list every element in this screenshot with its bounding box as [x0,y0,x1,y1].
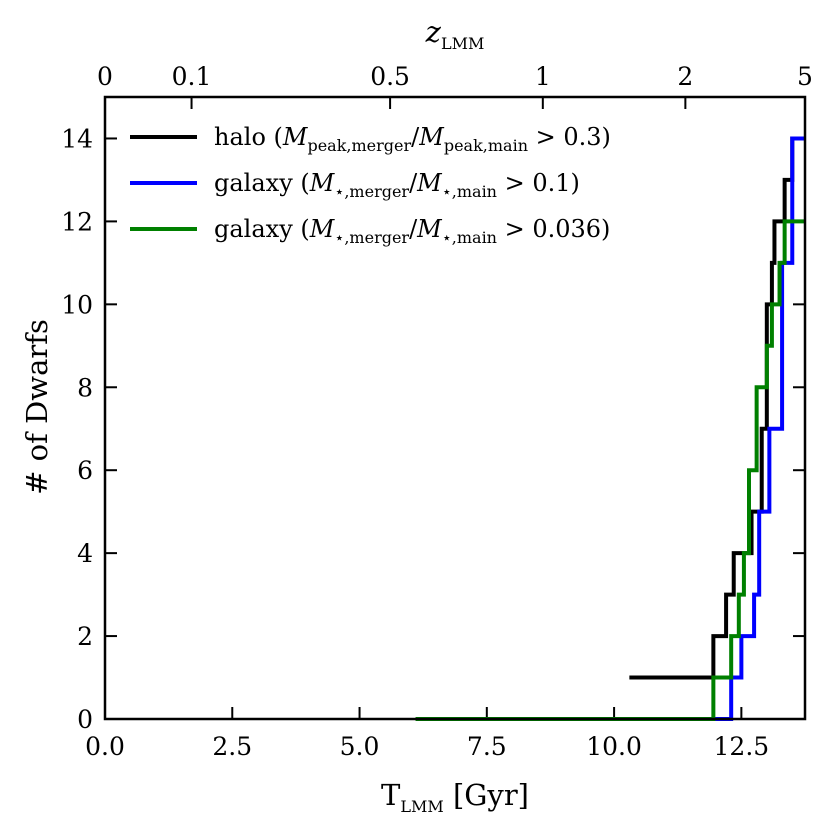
series-line-0 [629,136,805,680]
x-tick-label: 12.5 [714,732,770,761]
legend-sub1: peak,merger [307,136,411,155]
y-tick-label: 12 [61,207,93,236]
legend-m1: M [282,123,309,151]
legend-m2: M [416,169,443,197]
legend-sub2: peak,main [444,136,528,155]
top-tick-label: 0.5 [370,62,410,91]
legend-prefix-galaxy-0036: galaxy ( [214,215,310,243]
top-tick-label: 0.1 [172,62,212,91]
top-axis: 0 0.1 0.5 1 2 5 [97,62,813,109]
x-axis: 0.0 2.5 5.0 7.5 10.0 12.5 [85,707,769,761]
legend-label-halo: halo (Mpeak,merger/Mpeak,main > 0.3) [214,123,611,155]
top-tick-label: 5 [797,62,813,91]
legend-m2: M [418,123,445,151]
y-tick-label: 2 [77,622,93,651]
legend-slash: / [411,123,420,151]
y-tick-label: 6 [77,456,93,485]
y-tick-label: 10 [61,290,93,319]
x-tick-label: 10.0 [586,732,642,761]
top-axis-title: zLMM [425,15,485,53]
legend-sub1: ⋆,merger [334,182,409,201]
legend-slash: / [409,169,418,197]
x-tick-label: 7.5 [467,732,507,761]
series-layer [415,136,805,721]
x-axis-title-rest: [Gyr] [444,778,529,812]
y-tick-label: 14 [61,124,93,153]
series-line-2 [415,219,805,721]
y-tick-label: 8 [77,373,93,402]
top-tick-label: 1 [535,62,551,91]
top-tick-label: 2 [677,62,693,91]
x-tick-label: 2.5 [212,732,252,761]
top-axis-title-sub: LMM [441,34,484,53]
legend-prefix-halo: halo ( [214,123,283,151]
plot-frame [103,95,807,721]
legend-label-galaxy-0036: galaxy (M⋆,merger/M⋆,main > 0.036) [214,215,610,247]
legend-sub2: ⋆,main [442,182,497,201]
y-axis-title: # of Dwarfs [20,319,54,495]
legend-suffix-halo: > 0.3) [528,123,611,151]
y-tick-label: 0 [77,705,93,734]
x-tick-label: 5.0 [340,732,380,761]
legend-m2: M [416,215,443,243]
legend-slash: / [409,215,418,243]
legend-prefix-galaxy-01: galaxy ( [214,169,310,197]
top-tick-label: 0 [97,62,113,91]
y-tick-label: 4 [77,539,93,568]
legend-label-galaxy-01: galaxy (M⋆,merger/M⋆,main > 0.1) [214,169,580,201]
legend-sub2: ⋆,main [442,228,497,247]
legend-m1: M [309,169,336,197]
x-axis-title-main: T [381,778,401,812]
x-axis-title-sub: LMM [400,797,443,816]
x-axis-title: TLMM [Gyr] [381,778,529,816]
series-line-1 [713,136,805,721]
x-tick-label: 0.0 [85,732,125,761]
top-axis-title-main: z [425,15,442,49]
legend-m1: M [309,215,336,243]
legend-suffix-galaxy-0036: > 0.036) [497,215,610,243]
legend-sub1: ⋆,merger [334,228,409,247]
legend-suffix-galaxy-01: > 0.1) [497,169,580,197]
legend: halo (Mpeak,merger/Mpeak,main > 0.3) gal… [130,123,611,247]
